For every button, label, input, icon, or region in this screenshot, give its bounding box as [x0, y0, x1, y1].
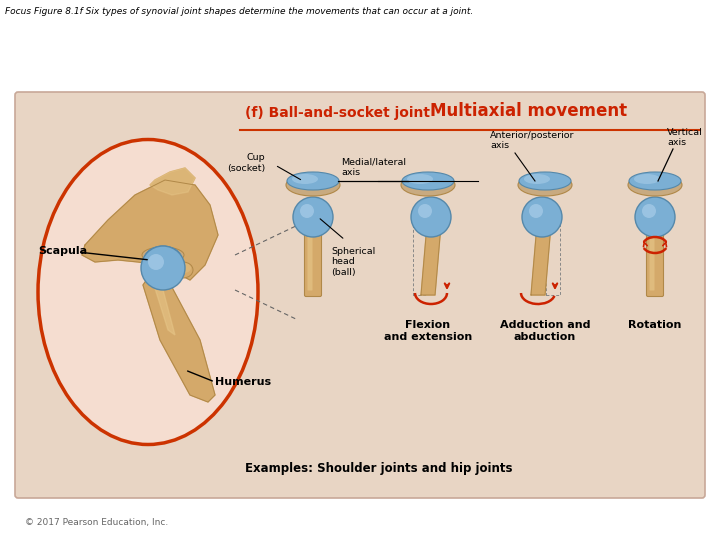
Polygon shape [150, 168, 195, 195]
Ellipse shape [634, 174, 660, 184]
Circle shape [148, 254, 164, 270]
Text: Rotation: Rotation [629, 320, 682, 330]
FancyBboxPatch shape [647, 212, 664, 296]
Polygon shape [153, 282, 175, 335]
Ellipse shape [518, 174, 572, 196]
Ellipse shape [407, 174, 433, 184]
Ellipse shape [628, 174, 682, 196]
Circle shape [300, 204, 314, 218]
Text: Medial/lateral
axis: Medial/lateral axis [341, 158, 406, 177]
Ellipse shape [173, 262, 193, 278]
FancyBboxPatch shape [307, 218, 312, 291]
Circle shape [522, 197, 562, 237]
Ellipse shape [38, 139, 258, 444]
Circle shape [529, 204, 543, 218]
Text: © 2017 Pearson Education, Inc.: © 2017 Pearson Education, Inc. [25, 517, 168, 526]
Circle shape [635, 197, 675, 237]
Ellipse shape [177, 263, 191, 273]
Circle shape [642, 204, 656, 218]
Polygon shape [150, 168, 195, 195]
Circle shape [418, 204, 432, 218]
Polygon shape [421, 213, 442, 295]
Polygon shape [145, 245, 180, 280]
Polygon shape [143, 275, 215, 402]
Text: Multiaxial movement: Multiaxial movement [430, 102, 627, 120]
Ellipse shape [292, 174, 318, 184]
Ellipse shape [142, 247, 184, 263]
Ellipse shape [519, 172, 571, 190]
Ellipse shape [629, 172, 681, 190]
Text: Vertical
axis: Vertical axis [667, 127, 703, 147]
Text: Scapula: Scapula [38, 246, 87, 256]
Ellipse shape [401, 174, 455, 196]
Polygon shape [531, 213, 552, 295]
Text: Anterior/posterior
axis: Anterior/posterior axis [490, 131, 575, 150]
FancyBboxPatch shape [305, 212, 322, 296]
FancyBboxPatch shape [15, 92, 705, 498]
Ellipse shape [402, 172, 454, 190]
Circle shape [293, 197, 333, 237]
Circle shape [411, 197, 451, 237]
Ellipse shape [524, 174, 550, 184]
Ellipse shape [286, 174, 340, 196]
Polygon shape [82, 180, 218, 280]
Circle shape [141, 246, 185, 290]
Text: Spherical
head
(ball): Spherical head (ball) [331, 247, 375, 277]
Text: (f) Ball-and-socket joint: (f) Ball-and-socket joint [245, 106, 430, 120]
Ellipse shape [144, 246, 182, 274]
Text: Cup
(socket): Cup (socket) [227, 153, 265, 173]
Text: Adduction and
abduction: Adduction and abduction [500, 320, 590, 342]
Ellipse shape [287, 172, 339, 190]
FancyBboxPatch shape [649, 218, 654, 291]
Text: Flexion
and extension: Flexion and extension [384, 320, 472, 342]
Text: Humerus: Humerus [215, 377, 271, 387]
Text: Focus Figure 8.1f Six types of synovial joint shapes determine the movements tha: Focus Figure 8.1f Six types of synovial … [5, 7, 473, 16]
Text: Examples: Shoulder joints and hip joints: Examples: Shoulder joints and hip joints [245, 462, 513, 475]
